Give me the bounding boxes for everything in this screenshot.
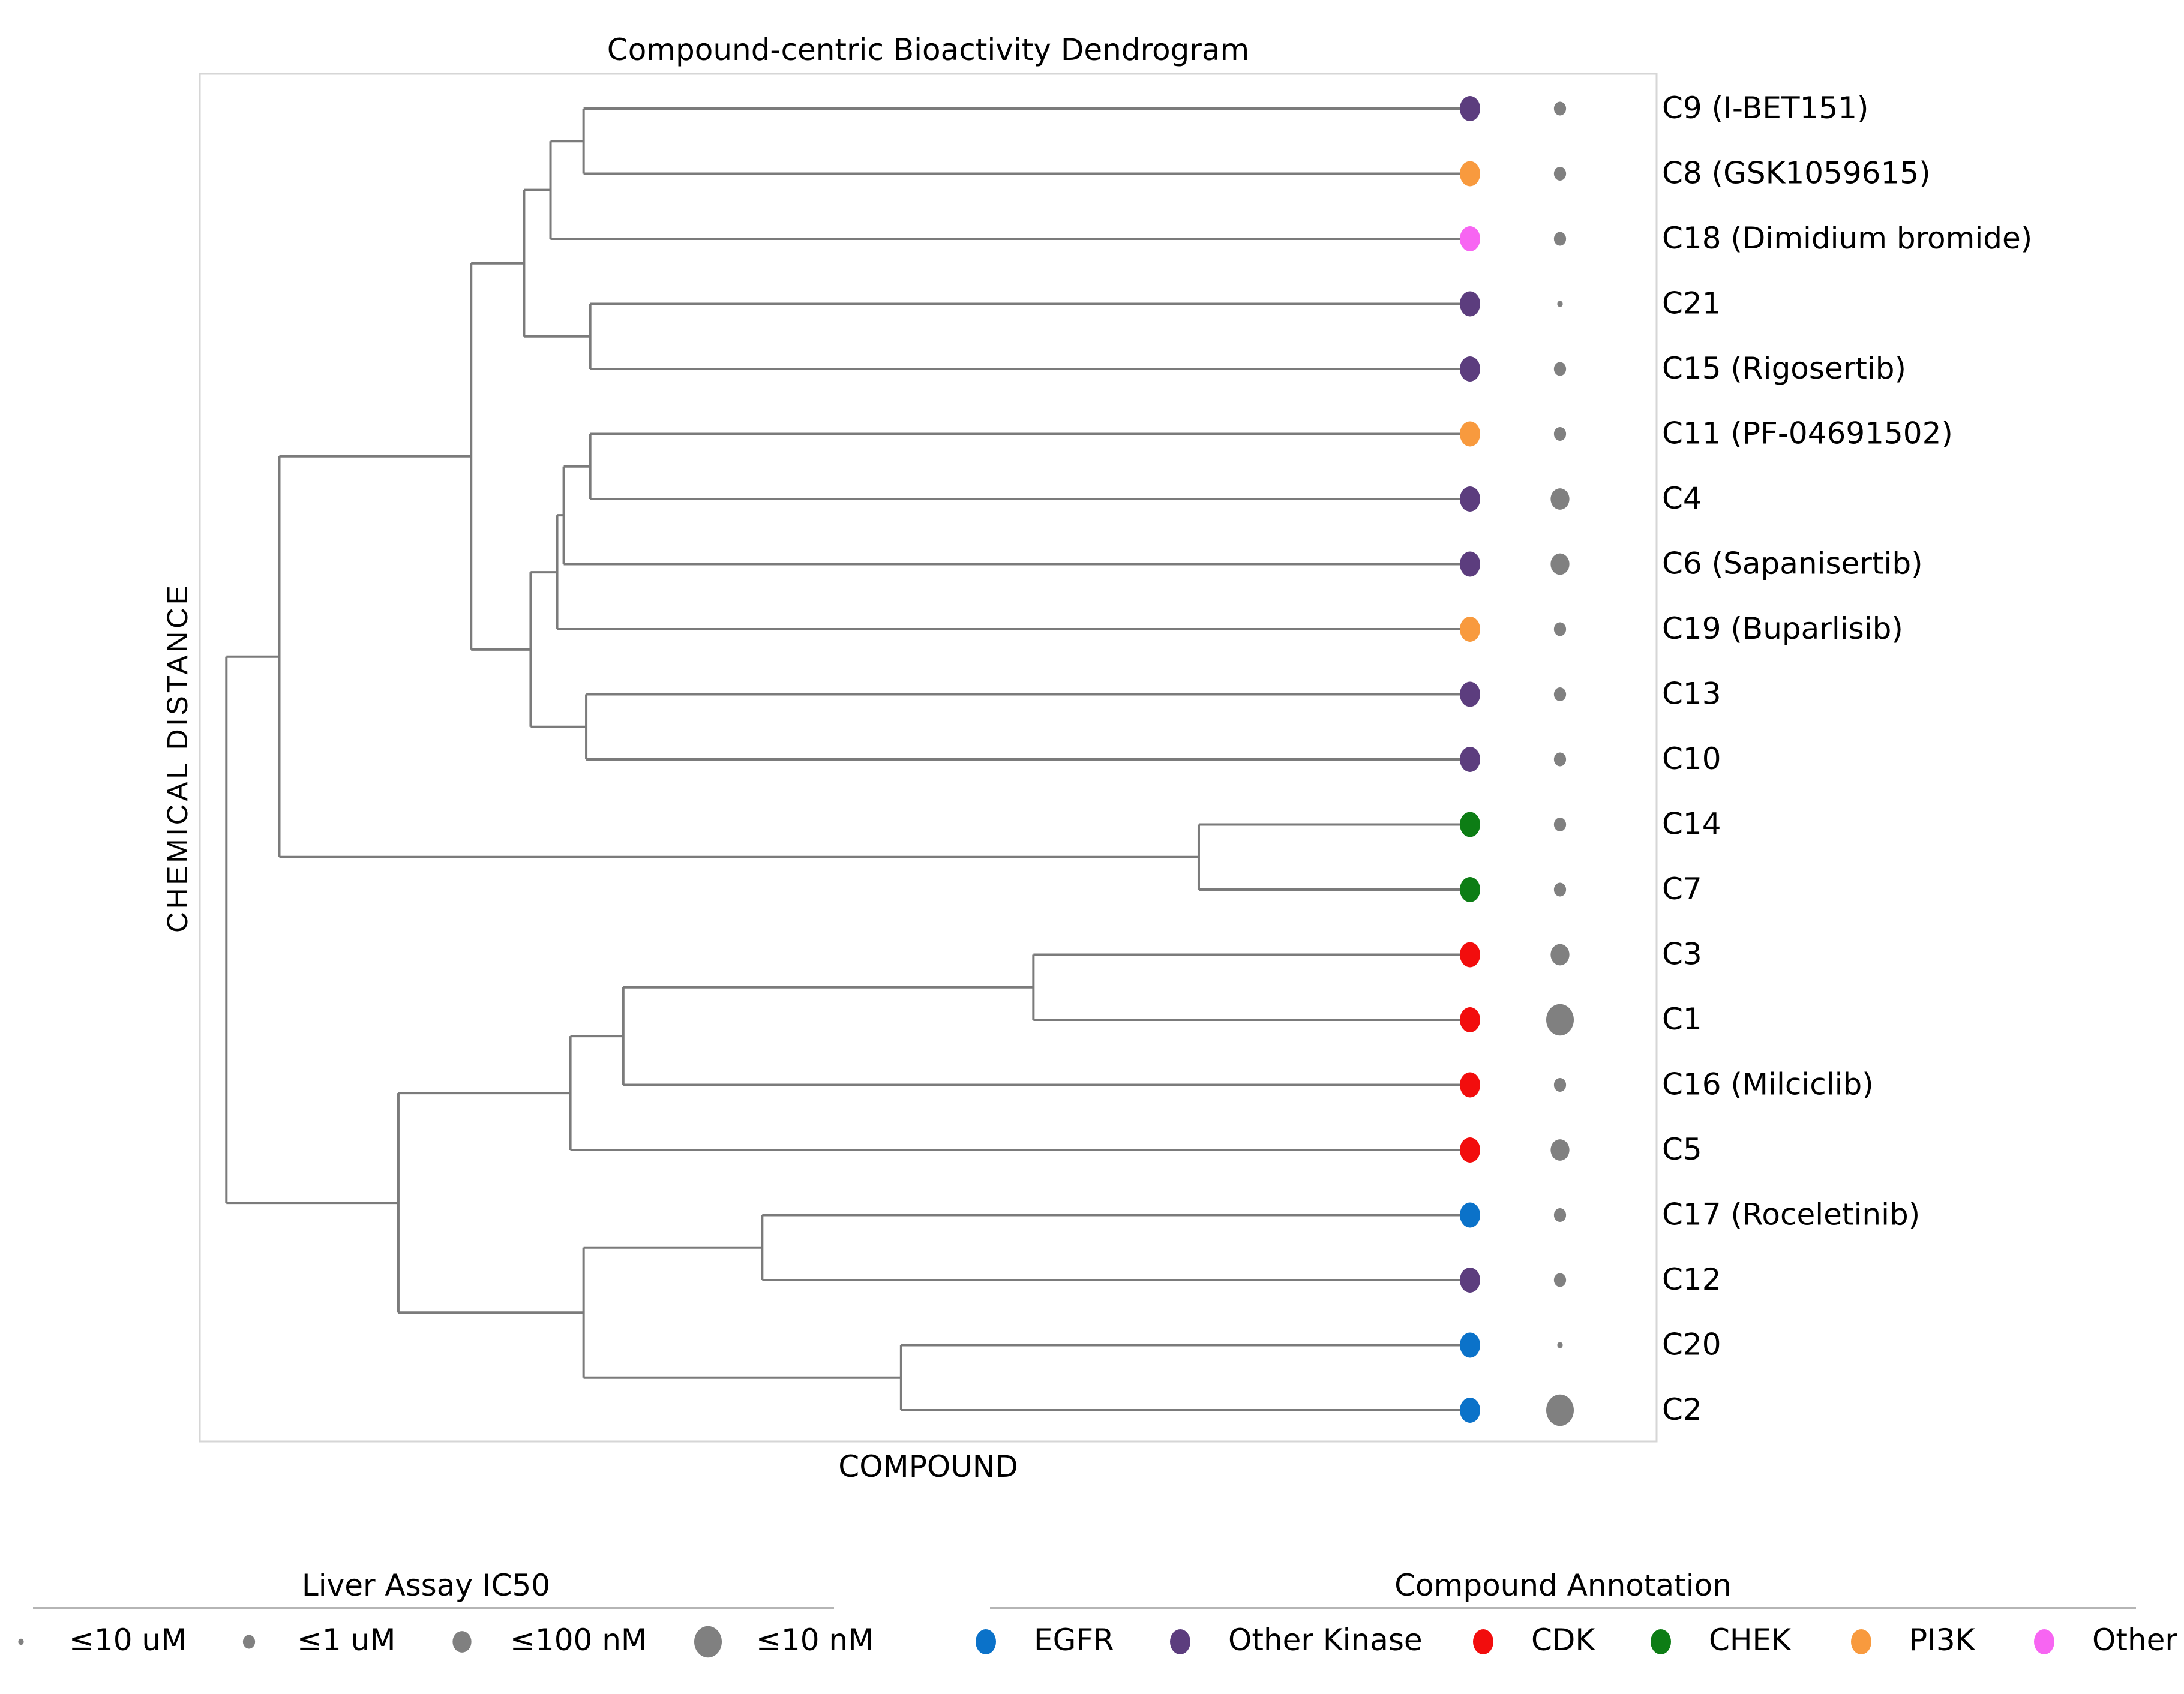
color-legend-label: CHEK [1709,1623,1792,1657]
leaf-labels: C9 (I-BET151) C8 (GSK1059615) C18 (Dimidiu… [1662,91,2032,1427]
leaf-label: C11 (PF-04691502) [1662,416,1953,451]
leaf-label: C18 (Dimidium bromide) [1662,221,2032,256]
annotation-dot [1460,226,1480,251]
ic50-dot [1550,553,1570,575]
annotation-dot [1460,1007,1480,1032]
color-legend-marker [1473,1629,1493,1654]
leaf-label: C16 (Milciclib) [1662,1067,1874,1102]
size-legend-label: ≤10 uM [69,1623,187,1657]
ic50-dot [1553,166,1567,181]
ic50-dot [1550,488,1570,510]
ic50-dot [1553,882,1567,897]
annotation-dot [1460,551,1480,577]
ic50-dot [1553,1273,1567,1287]
ic50-dot [1553,426,1567,441]
annotation-dot [1460,96,1480,121]
leaf-label: C21 [1662,286,1721,321]
annotation-dot [1460,486,1480,512]
leaf-label: C7 [1662,872,1702,906]
size-legend-label: ≤100 nM [510,1623,647,1657]
leaf-label: C4 [1662,481,1702,516]
ic50-dot [1553,817,1567,832]
ic50-dot [1557,301,1563,307]
color-legend-marker [1651,1629,1671,1654]
ic50-dot [1553,752,1567,767]
color-legend-label: EGFR [1034,1623,1114,1657]
color-legend-title: Compound Annotation [1394,1568,1732,1603]
leaf-label: C10 [1662,741,1721,776]
y-axis-label: CHEMICAL DISTANCE [162,582,194,933]
annotation-dot [1460,1268,1480,1293]
annotation-dot [1460,812,1480,837]
annotation-dot [1460,681,1480,707]
color-legend-label: Other Kinase [1228,1623,1423,1657]
color-legend-marker [2034,1629,2054,1654]
leaf-label: C12 [1662,1262,1721,1297]
color-legend: EGFR Other Kinase CDK CHEK PI3K Other [976,1623,2177,1657]
leaf-label: C1 [1662,1002,1702,1037]
leaf-label: C13 [1662,677,1721,711]
color-legend-label: Other [2092,1623,2177,1657]
annotation-dots [1460,96,1480,1423]
leaf-label: C8 (GSK1059615) [1662,156,1931,191]
dendrogram-branches [225,107,1470,1411]
size-legend-title: Liver Assay IC50 [302,1568,550,1603]
size-legend-label: ≤10 nM [756,1623,874,1657]
ic50-dot [1553,1208,1567,1223]
ic50-dot [1557,1342,1563,1348]
ic50-dot [1553,687,1567,702]
ic50-dot [1553,101,1567,116]
x-axis-label: COMPOUND [838,1449,1018,1484]
ic50-dot [1546,1004,1574,1036]
leaf-label: C19 (Buparlisib) [1662,611,1903,646]
annotation-dot [1460,747,1480,772]
ic50-dot [1550,1139,1570,1161]
annotation-dot [1460,356,1480,382]
ic50-dot [1553,362,1567,376]
size-legend-marker [18,1638,24,1645]
annotation-dot [1460,1332,1480,1358]
ic50-dot [1546,1394,1574,1426]
size-legend-marker [242,1635,256,1649]
annotation-dot [1460,877,1480,902]
annotation-dot [1460,421,1480,447]
annotation-dot [1460,1398,1480,1423]
color-legend-marker [1170,1629,1190,1654]
chart-title: Compound-centric Bioactivity Dendrogram [607,32,1249,67]
leaf-label: C14 [1662,807,1721,842]
annotation-dot [1460,1202,1480,1228]
ic50-dot [1553,1077,1567,1092]
size-legend: ≤10 uM ≤1 uM ≤100 nM ≤10 nM [18,1623,874,1658]
annotation-dot [1460,161,1480,187]
color-legend-marker [1851,1629,1871,1654]
color-legend-marker [976,1629,996,1654]
annotation-dot [1460,1072,1480,1098]
leaf-label: C9 (I-BET151) [1662,91,1869,125]
leaf-label: C15 (Rigosertib) [1662,351,1906,386]
size-legend-marker [452,1631,472,1653]
plot-frame [199,73,1658,1443]
size-legend-label: ≤1 uM [297,1623,395,1657]
annotation-dot [1460,291,1480,317]
annotation-dot [1460,617,1480,642]
annotation-dot [1460,942,1480,968]
leaf-label: C3 [1662,937,1702,972]
leaf-label: C2 [1662,1392,1702,1427]
annotation-dot [1460,1137,1480,1163]
size-legend-marker [694,1626,722,1658]
leaf-label: C5 [1662,1132,1702,1167]
ic50-dot [1553,232,1567,246]
leaf-label: C20 [1662,1327,1721,1362]
ic50-dot [1550,944,1570,966]
leaf-label: C6 (Sapanisertib) [1662,546,1923,581]
color-legend-label: PI3K [1909,1623,1976,1657]
color-legend-label: CDK [1531,1623,1595,1657]
ic50-dot [1553,622,1567,636]
leaf-label: C17 (Roceletinib) [1662,1197,1920,1232]
ic50-dots [1546,101,1574,1426]
